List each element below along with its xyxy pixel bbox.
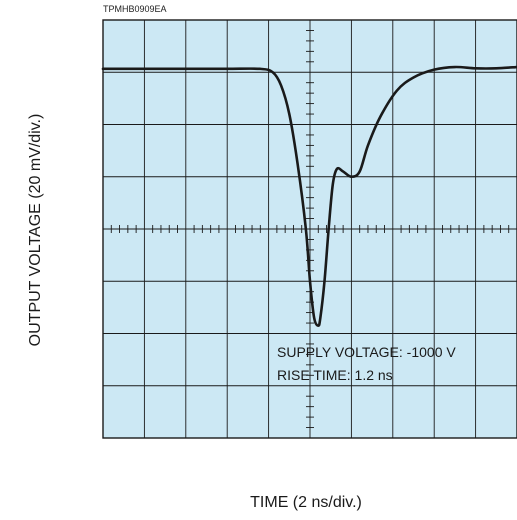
x-axis-label: TIME (2 ns/div.) — [250, 494, 362, 511]
center-axis-ticks — [110, 30, 510, 428]
rise-time-annotation: RISE TIME: 1.2 ns — [277, 367, 393, 383]
output-voltage-trace — [101, 65, 517, 327]
supply-voltage-annotation: SUPPLY VOLTAGE: -1000 V — [277, 344, 456, 360]
figure-code: TPMHB0909EA — [103, 4, 167, 14]
y-axis-label: OUTPUT VOLTAGE (20 mV/div.) — [27, 114, 44, 347]
